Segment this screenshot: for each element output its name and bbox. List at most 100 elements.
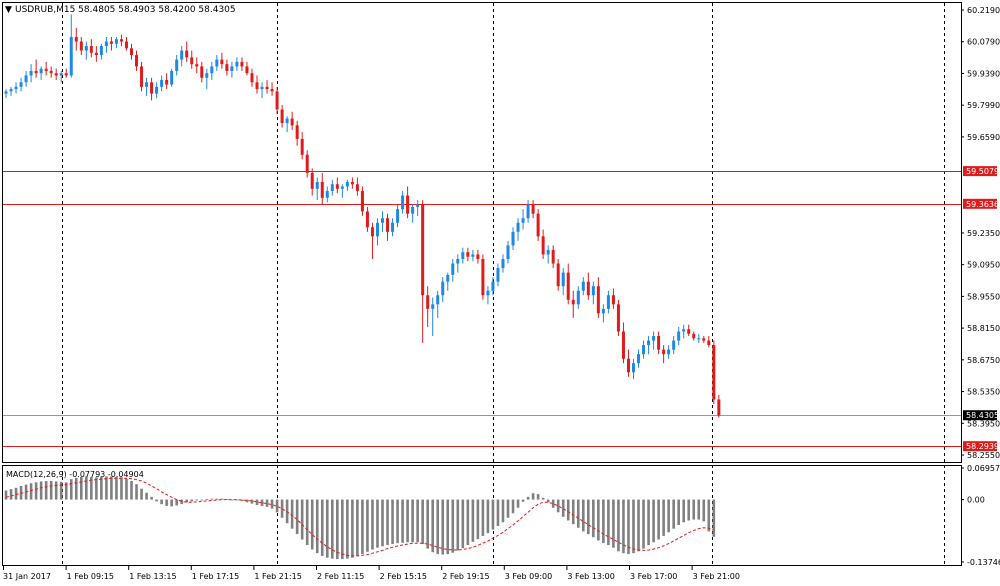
candle-body <box>496 268 500 282</box>
candle-body <box>360 191 364 212</box>
macd-tick-label: 0.06957 <box>967 464 1000 473</box>
time-axis: 31 Jan 2017 1 Feb 09:15 1 Feb 13:15 1 Feb 1… <box>3 566 740 581</box>
candle-body <box>556 263 560 287</box>
candle-body <box>280 109 284 124</box>
candlestick-series <box>4 14 721 418</box>
candle-body <box>300 138 304 155</box>
candle-body <box>59 73 63 76</box>
candle-body <box>632 363 635 373</box>
macd-histogram-bar <box>74 477 78 500</box>
candle-body <box>155 86 159 94</box>
candle-body <box>220 59 224 65</box>
candle-body <box>295 125 299 139</box>
time-tick-label: 3 Feb 09:00 <box>505 572 552 581</box>
macd-histogram-bar <box>642 499 645 549</box>
price-tick-label: 58.9550 <box>967 292 1000 301</box>
price-marker-label: 59.5079 <box>966 167 999 176</box>
macd-histogram-bar <box>336 499 339 560</box>
macd-histogram-bar <box>200 499 204 501</box>
candle-body <box>165 80 169 85</box>
macd-histogram-bar <box>105 476 108 500</box>
macd-histogram-bar <box>657 499 660 540</box>
candle-body <box>642 345 646 355</box>
candle-body <box>290 118 294 126</box>
period-separators <box>62 3 945 565</box>
macd-histogram-bar <box>662 499 665 536</box>
macd-histogram-bar <box>260 499 264 506</box>
candle-body <box>69 36 73 76</box>
candle-body <box>350 181 354 185</box>
macd-histogram-bar <box>421 499 424 545</box>
macd-histogram-bar <box>396 499 399 544</box>
macd-histogram-bar <box>506 499 510 518</box>
candle-body <box>471 254 475 257</box>
macd-histogram-bar <box>672 499 675 529</box>
horizontal-levels[interactable] <box>3 171 961 447</box>
candle-body <box>34 70 38 74</box>
candle-body <box>340 186 344 189</box>
candle-body <box>697 338 701 340</box>
macd-histogram-bar <box>295 499 299 535</box>
price-tick-label: 60.0790 <box>967 38 1000 47</box>
macd-histogram-bar <box>115 476 118 500</box>
macd-histogram-bar <box>406 499 409 543</box>
candle-body <box>461 252 465 260</box>
time-tick-label: 1 Feb 13:15 <box>129 572 176 581</box>
price-tick-label: 59.0950 <box>967 261 1000 270</box>
candle-body <box>225 64 229 71</box>
macd-histogram-bar <box>95 477 98 500</box>
candle-body <box>185 50 189 58</box>
macd-histogram-bar <box>561 499 565 517</box>
macd-histogram-bar <box>280 499 284 518</box>
candle-body <box>611 295 615 305</box>
price-pane[interactable] <box>2 2 962 463</box>
price-axis: 60.2190 60.0790 59.9390 59.7990 59.6590 59.50… <box>961 6 1000 460</box>
candle-body <box>526 204 530 219</box>
candle-body <box>446 274 450 282</box>
candle-body <box>245 66 249 74</box>
macd-histogram-bar <box>64 482 68 500</box>
candle-body <box>677 331 681 341</box>
macd-histogram-bar <box>401 499 404 543</box>
dropdown-arrow-icon[interactable]: ▼ <box>5 5 12 15</box>
candle-body <box>320 181 324 198</box>
time-tick-label: 3 Feb 13:00 <box>567 572 614 581</box>
macd-histogram-bar <box>466 499 470 545</box>
macd-histogram-bar <box>125 478 128 500</box>
macd-histogram-bar <box>451 499 455 553</box>
candle-body <box>109 41 113 44</box>
candle-body <box>702 338 706 341</box>
macd-histogram-bar <box>49 480 53 500</box>
candle-body <box>230 66 234 71</box>
macd-histogram-bar <box>69 479 73 500</box>
macd-histogram-bar <box>441 499 445 555</box>
macd-histogram-bar <box>592 499 595 538</box>
price-marker-box <box>963 441 997 452</box>
candle-body <box>335 184 339 189</box>
macd-histogram-bar <box>471 499 475 542</box>
macd-histogram-bar <box>637 499 640 552</box>
candle-body <box>621 331 625 359</box>
macd-histogram-bar <box>325 499 329 558</box>
candle-body <box>531 204 535 214</box>
macd-histogram-bar <box>607 499 610 545</box>
macd-histogram-bar <box>491 499 495 530</box>
time-tick-label: 3 Feb 21:00 <box>693 572 740 581</box>
candle-body <box>89 46 93 53</box>
candle-body <box>119 39 123 42</box>
candle-body <box>365 211 369 228</box>
price-tick-label: 59.6590 <box>967 133 1000 142</box>
macd-histogram-bar <box>391 499 394 545</box>
candle-body <box>375 222 379 237</box>
price-tick-label: 59.7990 <box>967 101 1000 110</box>
macd-histogram-bar <box>315 499 319 554</box>
candle-body <box>546 249 550 255</box>
macd-histogram-bar <box>320 499 324 556</box>
candle-body <box>160 80 164 87</box>
candle-body <box>24 75 28 83</box>
macd-histogram-bar <box>566 499 570 521</box>
candle-body <box>49 70 53 74</box>
candle-body <box>466 252 470 257</box>
macd-histogram-bar <box>652 499 655 543</box>
